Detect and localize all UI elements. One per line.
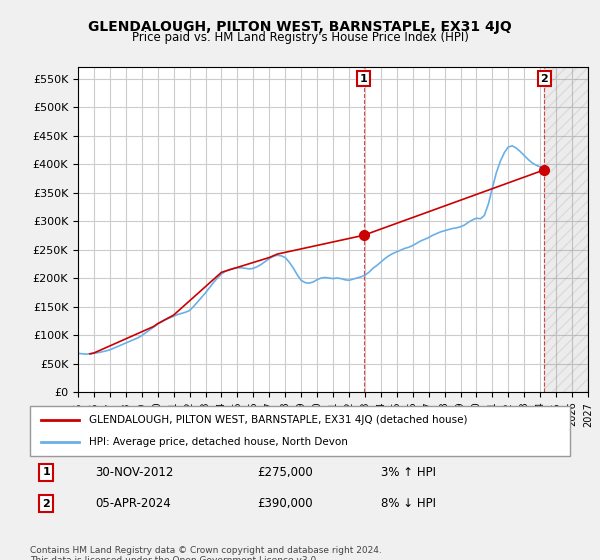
Text: HPI: Average price, detached house, North Devon: HPI: Average price, detached house, Nort… — [89, 437, 348, 447]
Text: 1: 1 — [360, 73, 367, 83]
Text: 30-NOV-2012: 30-NOV-2012 — [95, 466, 173, 479]
Text: 2: 2 — [541, 73, 548, 83]
Text: 8% ↓ HPI: 8% ↓ HPI — [381, 497, 436, 510]
Bar — [544, 67, 588, 392]
Text: GLENDALOUGH, PILTON WEST, BARNSTAPLE, EX31 4JQ: GLENDALOUGH, PILTON WEST, BARNSTAPLE, EX… — [88, 20, 512, 34]
Text: GLENDALOUGH, PILTON WEST, BARNSTAPLE, EX31 4JQ (detached house): GLENDALOUGH, PILTON WEST, BARNSTAPLE, EX… — [89, 415, 468, 425]
Text: 1: 1 — [43, 468, 50, 478]
Text: 05-APR-2024: 05-APR-2024 — [95, 497, 170, 510]
Text: £275,000: £275,000 — [257, 466, 313, 479]
Text: 3% ↑ HPI: 3% ↑ HPI — [381, 466, 436, 479]
Text: Contains HM Land Registry data © Crown copyright and database right 2024.
This d: Contains HM Land Registry data © Crown c… — [30, 546, 382, 560]
FancyBboxPatch shape — [30, 406, 570, 456]
Text: Price paid vs. HM Land Registry's House Price Index (HPI): Price paid vs. HM Land Registry's House … — [131, 31, 469, 44]
Text: £390,000: £390,000 — [257, 497, 313, 510]
Text: 2: 2 — [43, 499, 50, 508]
